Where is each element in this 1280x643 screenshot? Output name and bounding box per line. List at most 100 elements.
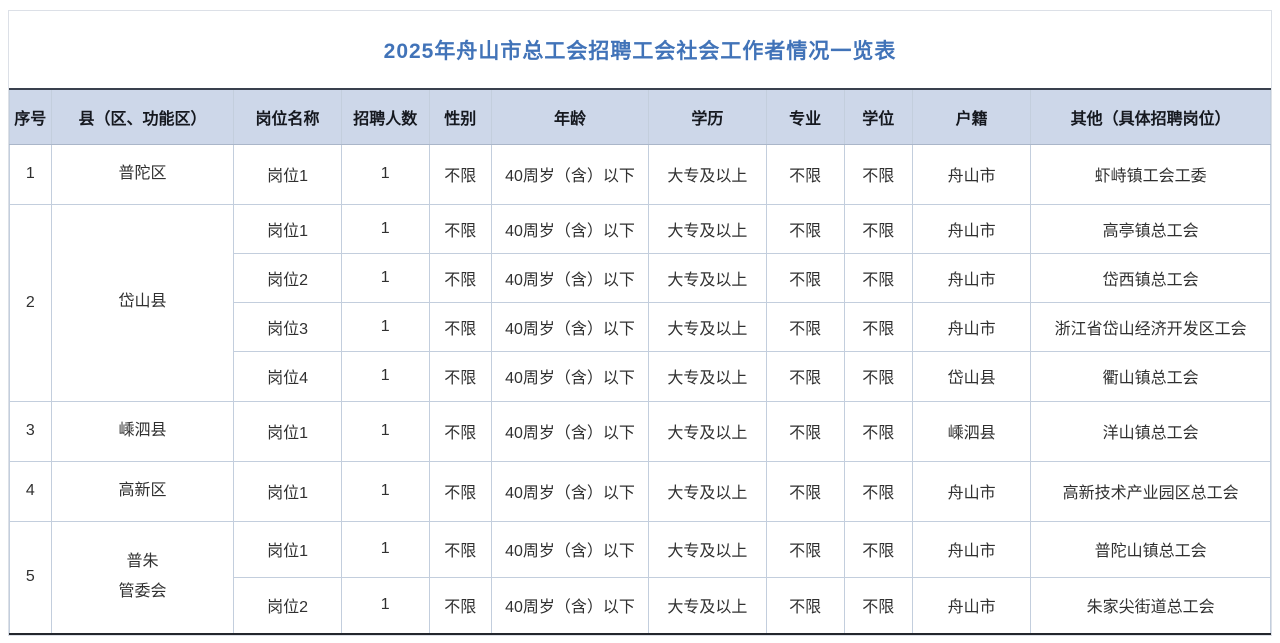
cell-post: 岗位4 <box>233 351 342 402</box>
cell-other: 岱西镇总工会 <box>1030 252 1271 304</box>
cell-post: 岗位3 <box>233 302 342 353</box>
title-bar: 2025年舟山市总工会招聘工会社会工作者情况一览表 <box>9 11 1271 88</box>
cell-county: 岱山县 <box>50 203 235 402</box>
table-row: 岗位2 1 不限 40周岁（含）以下 大专及以上 不限 不限 舟山市 朱家尖街道… <box>10 576 1271 635</box>
cell-gender: 不限 <box>428 252 492 304</box>
cell-hukou: 舟山市 <box>911 302 1032 353</box>
cell-post: 岗位1 <box>233 520 342 578</box>
header-hukou: 户籍 <box>911 88 1032 145</box>
cell-edu: 大专及以上 <box>648 520 767 578</box>
cell-count: 1 <box>340 460 430 522</box>
table-sheet: 2025年舟山市总工会招聘工会社会工作者情况一览表 序号 县（区、功能区） 岗位… <box>8 10 1272 636</box>
cell-post: 岗位1 <box>233 203 342 254</box>
cell-degree: 不限 <box>843 460 913 522</box>
cell-other: 高新技术产业园区总工会 <box>1030 460 1271 522</box>
cell-gender: 不限 <box>428 400 492 462</box>
page-title: 2025年舟山市总工会招聘工会社会工作者情况一览表 <box>383 39 897 63</box>
table-row: 5 普朱 管委会 岗位1 1 不限 40周岁（含）以下 大专及以上 不限 不限 … <box>9 520 1271 635</box>
cell-edu: 大专及以上 <box>648 252 767 304</box>
cell-county: 普陀区 <box>50 143 235 205</box>
header-edu: 学历 <box>648 88 767 145</box>
cell-degree: 不限 <box>843 143 913 205</box>
cell-major: 不限 <box>765 302 845 353</box>
cell-major: 不限 <box>765 351 845 402</box>
cell-edu: 大专及以上 <box>648 203 767 254</box>
cell-age: 40周岁（含）以下 <box>490 520 650 578</box>
cell-no: 1 <box>9 143 52 205</box>
cell-hukou: 舟山市 <box>911 576 1032 635</box>
cell-other: 洋山镇总工会 <box>1030 400 1271 462</box>
cell-gender: 不限 <box>428 203 492 254</box>
table-row: 3 嵊泗县 岗位1 1 不限 40周岁（含）以下 大专及以上 不限 不限 嵊泗县… <box>9 400 1271 462</box>
cell-other: 虾峙镇工会工委 <box>1030 143 1271 205</box>
table-row: 岗位4 1 不限 40周岁（含）以下 大专及以上 不限 不限 岱山县 衢山镇总工… <box>10 351 1271 402</box>
cell-count: 1 <box>340 203 430 254</box>
cell-hukou: 嵊泗县 <box>911 400 1032 462</box>
cell-count: 1 <box>340 302 430 353</box>
cell-county: 普朱 管委会 <box>50 520 235 635</box>
cell-age: 40周岁（含）以下 <box>490 351 650 402</box>
cell-count: 1 <box>340 576 430 635</box>
header-other: 其他（具体招聘岗位） <box>1030 88 1271 145</box>
cell-no: 5 <box>9 520 52 635</box>
cell-age: 40周岁（含）以下 <box>490 576 650 635</box>
cell-hukou: 舟山市 <box>911 460 1032 522</box>
cell-hukou: 舟山市 <box>911 520 1032 578</box>
cell-edu: 大专及以上 <box>648 351 767 402</box>
cell-edu: 大专及以上 <box>648 576 767 635</box>
header-no: 序号 <box>9 88 52 145</box>
cell-edu: 大专及以上 <box>648 460 767 522</box>
cell-age: 40周岁（含）以下 <box>490 302 650 353</box>
header-major: 专业 <box>765 88 845 145</box>
cell-degree: 不限 <box>843 302 913 353</box>
cell-no: 3 <box>9 400 52 462</box>
cell-edu: 大专及以上 <box>648 143 767 205</box>
cell-post: 岗位1 <box>233 460 342 522</box>
cell-gender: 不限 <box>428 143 492 205</box>
cell-age: 40周岁（含）以下 <box>490 143 650 205</box>
table-header-row: 序号 县（区、功能区） 岗位名称 招聘人数 性别 年龄 学历 专业 学位 户籍 … <box>9 88 1271 145</box>
cell-hukou: 舟山市 <box>911 143 1032 205</box>
recruitment-table: 序号 县（区、功能区） 岗位名称 招聘人数 性别 年龄 学历 专业 学位 户籍 … <box>9 88 1271 635</box>
cell-count: 1 <box>340 520 430 578</box>
table-row: 岗位3 1 不限 40周岁（含）以下 大专及以上 不限 不限 舟山市 浙江省岱山… <box>10 302 1271 353</box>
header-county: 县（区、功能区） <box>50 88 235 145</box>
cell-post: 岗位1 <box>233 143 342 205</box>
cell-post: 岗位2 <box>233 576 342 635</box>
cell-county: 嵊泗县 <box>50 400 235 462</box>
cell-major: 不限 <box>765 400 845 462</box>
cell-gender: 不限 <box>428 351 492 402</box>
cell-gender: 不限 <box>428 576 492 635</box>
cell-major: 不限 <box>765 520 845 578</box>
cell-gender: 不限 <box>428 460 492 522</box>
cell-major: 不限 <box>765 143 845 205</box>
cell-age: 40周岁（含）以下 <box>490 400 650 462</box>
cell-county: 高新区 <box>50 460 235 522</box>
cell-count: 1 <box>340 252 430 304</box>
table-row: 4 高新区 岗位1 1 不限 40周岁（含）以下 大专及以上 不限 不限 舟山市… <box>9 460 1271 522</box>
cell-hukou: 岱山县 <box>911 351 1032 402</box>
cell-gender: 不限 <box>428 520 492 578</box>
cell-other: 浙江省岱山经济开发区工会 <box>1030 302 1271 353</box>
cell-count: 1 <box>340 400 430 462</box>
cell-age: 40周岁（含）以下 <box>490 460 650 522</box>
header-degree: 学位 <box>843 88 913 145</box>
cell-major: 不限 <box>765 203 845 254</box>
cell-degree: 不限 <box>843 400 913 462</box>
cell-hukou: 舟山市 <box>911 203 1032 254</box>
table-row: 2 岱山县 岗位1 1 不限 40周岁（含）以下 大专及以上 不限 不限 舟山市… <box>9 203 1271 402</box>
cell-degree: 不限 <box>843 252 913 304</box>
cell-edu: 大专及以上 <box>648 400 767 462</box>
cell-no: 2 <box>9 203 52 402</box>
cell-age: 40周岁（含）以下 <box>490 252 650 304</box>
cell-major: 不限 <box>765 460 845 522</box>
header-post: 岗位名称 <box>233 88 342 145</box>
cell-other: 衢山镇总工会 <box>1030 351 1271 402</box>
cell-degree: 不限 <box>843 203 913 254</box>
cell-degree: 不限 <box>843 576 913 635</box>
cell-age: 40周岁（含）以下 <box>490 203 650 254</box>
cell-count: 1 <box>340 351 430 402</box>
cell-other: 朱家尖街道总工会 <box>1030 576 1271 635</box>
cell-no: 4 <box>9 460 52 522</box>
header-count: 招聘人数 <box>340 88 430 145</box>
